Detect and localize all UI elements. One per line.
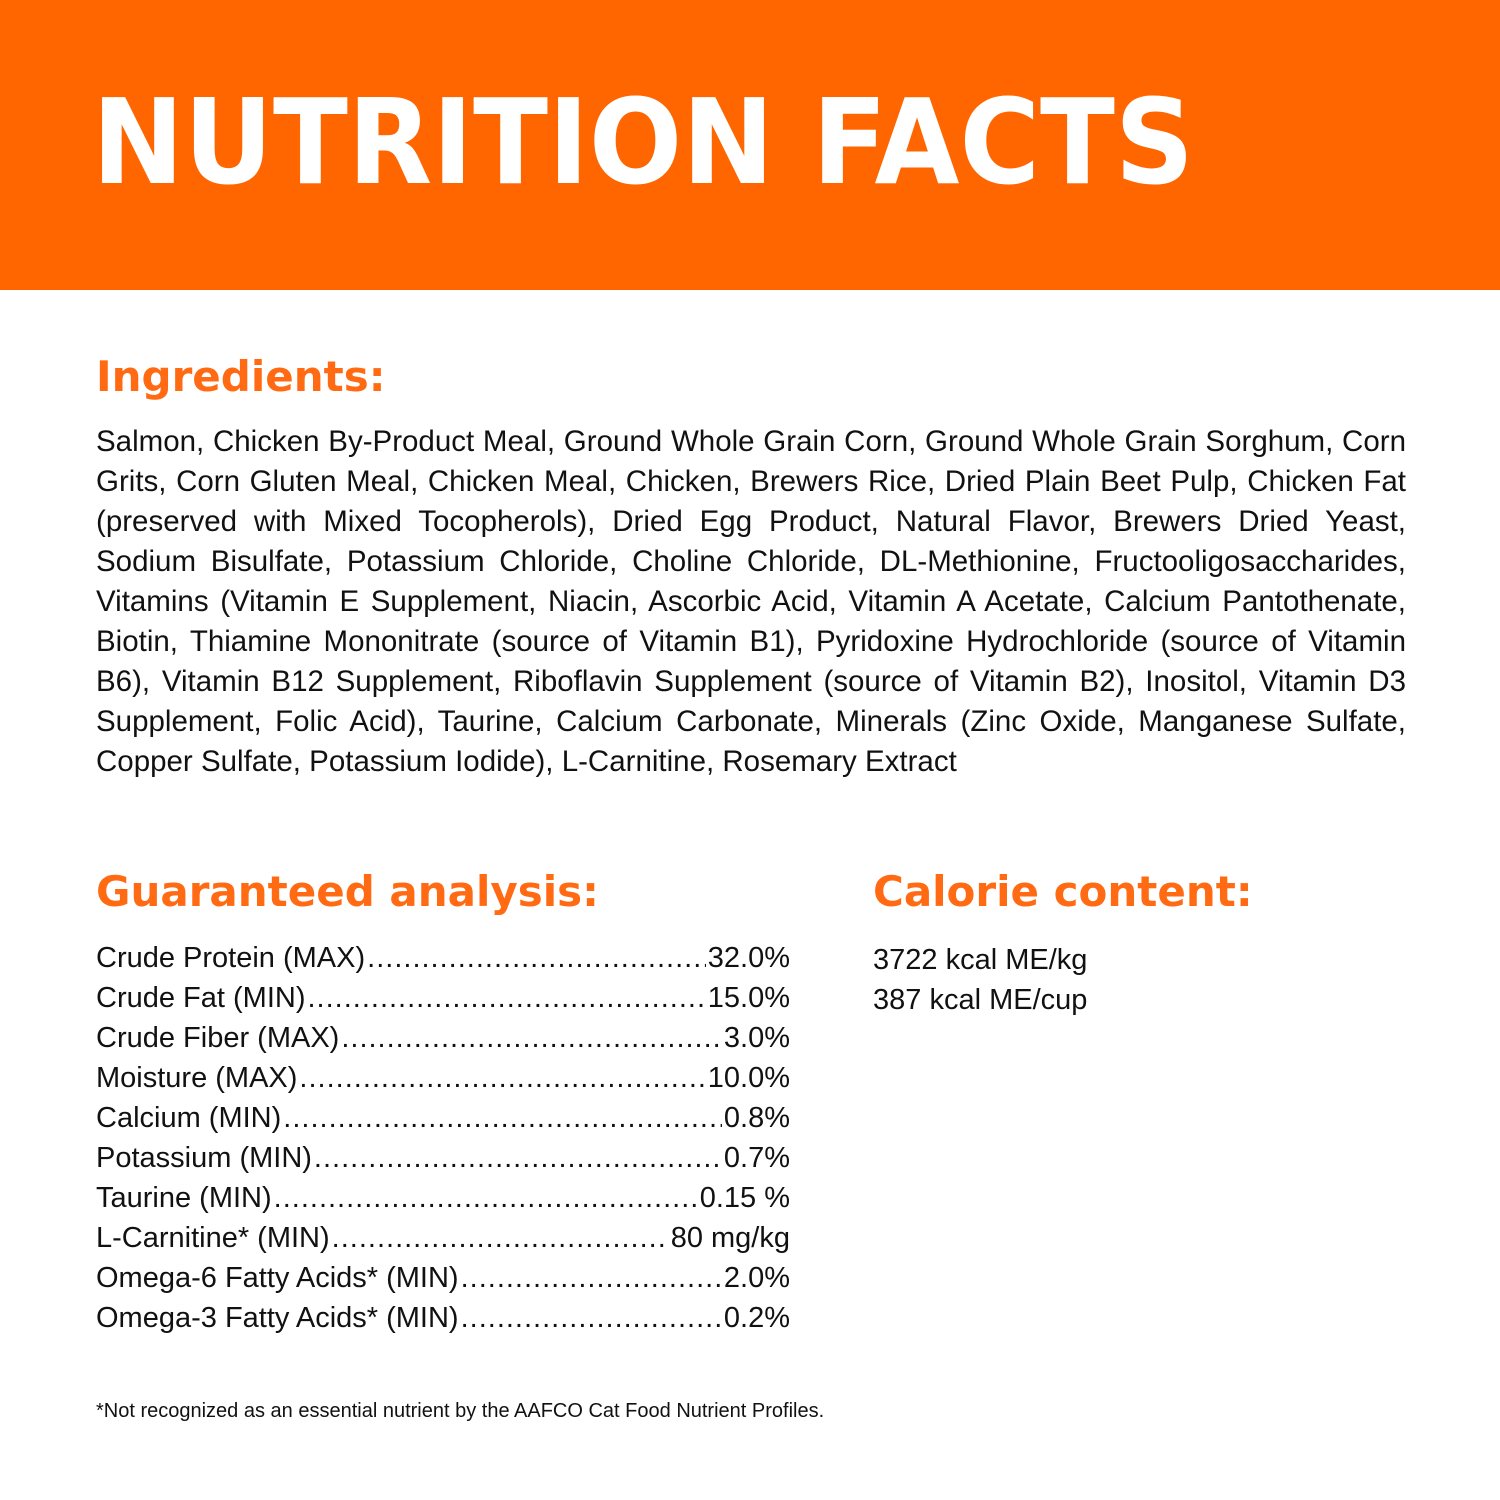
calorie-row: 3722 kcal ME/kg [873,944,1088,976]
analysis-value: 3.0% [723,1022,790,1054]
analysis-row: Omega-6 Fatty Acids* (MIN) 2.0% [96,1258,790,1298]
analysis-label: Crude Fat (MIN) [96,982,306,1014]
analysis-row: Crude Protein (MAX) 32.0% [96,938,790,978]
analysis-label: Crude Protein (MAX) [96,942,366,974]
analysis-value: 80 mg/kg [670,1222,790,1254]
analysis-label: Potassium (MIN) [96,1142,312,1174]
analysis-row: Omega-3 Fatty Acids* (MIN) 0.2% [96,1298,790,1338]
analysis-row: L-Carnitine* (MIN) 80 mg/kg [96,1218,790,1258]
analysis-value: 0.15 % [699,1182,790,1214]
analysis-value: 15.0% [707,982,790,1014]
guaranteed-analysis-heading: Guaranteed analysis: [96,867,599,916]
dot-leader [341,1018,722,1058]
dot-leader [283,1098,722,1138]
analysis-row: Potassium (MIN) 0.7% [96,1138,790,1178]
analysis-label: L-Carnitine* (MIN) [96,1222,330,1254]
dot-leader [332,1218,669,1258]
dot-leader [314,1138,722,1178]
calorie-content-list: 3722 kcal ME/kg 387 kcal ME/cup [873,940,1087,1020]
analysis-value: 2.0% [723,1262,790,1294]
dot-leader [299,1058,705,1098]
dot-leader [461,1258,722,1298]
analysis-label: Taurine (MIN) [96,1182,272,1214]
analysis-label: Calcium (MIN) [96,1102,282,1134]
footnote: *Not recognized as an essential nutrient… [96,1400,825,1422]
dot-leader [367,938,706,978]
analysis-label: Crude Fiber (MAX) [96,1022,340,1054]
analysis-value: 0.7% [723,1142,790,1174]
analysis-row: Taurine (MIN) 0.15 % [96,1178,790,1218]
guaranteed-analysis-list: Crude Protein (MAX) 32.0% Crude Fat (MIN… [96,938,790,1338]
calorie-content-heading: Calorie content: [873,867,1253,916]
analysis-row: Moisture (MAX) 10.0% [96,1058,790,1098]
analysis-value: 0.2% [723,1302,790,1334]
dot-leader [274,1178,698,1218]
header-banner: NUTRITION FACTS [0,0,1500,290]
analysis-value: 32.0% [707,942,790,974]
analysis-label: Omega-3 Fatty Acids* (MIN) [96,1302,459,1334]
analysis-label: Moisture (MAX) [96,1062,298,1094]
ingredients-heading: Ingredients: [96,352,386,401]
dot-leader [307,978,705,1018]
analysis-value: 0.8% [723,1102,790,1134]
analysis-label: Omega-6 Fatty Acids* (MIN) [96,1262,459,1294]
analysis-row: Calcium (MIN) 0.8% [96,1098,790,1138]
page-title: NUTRITION FACTS [92,73,1194,211]
analysis-row: Crude Fiber (MAX) 3.0% [96,1018,790,1058]
calorie-row: 387 kcal ME/cup [873,984,1088,1016]
analysis-value: 10.0% [707,1062,790,1094]
ingredients-text: Salmon, Chicken By-Product Meal, Ground … [96,425,1406,778]
analysis-row: Crude Fat (MIN) 15.0% [96,978,790,1018]
dot-leader [461,1298,722,1338]
